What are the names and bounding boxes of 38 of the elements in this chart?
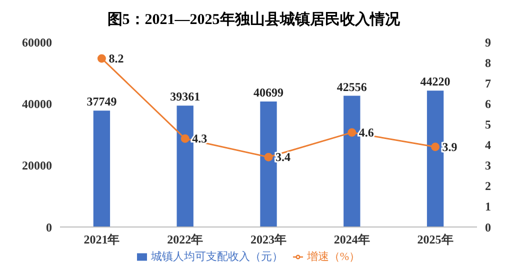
point bbox=[264, 152, 273, 162]
bar bbox=[426, 90, 444, 227]
bar bbox=[260, 102, 277, 227]
x-tick-label: 2023年 bbox=[250, 232, 286, 247]
y2-tick-label: 1 bbox=[485, 200, 491, 214]
y-tick-label: 0 bbox=[46, 220, 52, 234]
x-tick-label: 2022年 bbox=[167, 232, 204, 247]
x-tick-label: 2024年 bbox=[334, 232, 370, 247]
data-label: 44220 bbox=[420, 74, 450, 89]
data-label: 8.2 bbox=[108, 51, 124, 66]
data-label: 39361 bbox=[170, 90, 200, 104]
y-tick-label: 20000 bbox=[22, 158, 52, 173]
y2-tick-label: 0 bbox=[485, 220, 491, 234]
point bbox=[431, 142, 440, 152]
data-label: 42556 bbox=[336, 80, 367, 94]
y2-tick-label: 2 bbox=[485, 179, 491, 194]
y-tick-label: 40000 bbox=[22, 96, 52, 111]
y2-tick-label: 9 bbox=[485, 35, 491, 50]
y2-tick-label: 6 bbox=[485, 96, 491, 111]
bar bbox=[93, 110, 110, 227]
y2-tick-label: 5 bbox=[485, 117, 491, 132]
x-tick-label: 2021年 bbox=[84, 232, 120, 247]
point bbox=[348, 128, 356, 137]
bar bbox=[176, 106, 194, 227]
data-label: 37749 bbox=[86, 94, 117, 109]
legend-label: 城镇人均可支配收入（元） bbox=[150, 251, 283, 263]
data-label: 40699 bbox=[254, 86, 284, 100]
point bbox=[97, 54, 106, 63]
y2-tick-label: 3 bbox=[485, 158, 491, 173]
y-tick-label: 60000 bbox=[22, 35, 52, 50]
point bbox=[180, 134, 190, 143]
legend-label: 增速（%） bbox=[306, 251, 360, 263]
x-tick-label: 2025年 bbox=[417, 232, 454, 247]
chart-title: 图5：2021—2025年独山县城镇居民收入情况 bbox=[106, 10, 401, 30]
y2-tick-label: 8 bbox=[485, 56, 491, 70]
bar bbox=[344, 96, 360, 227]
y2-tick-label: 4 bbox=[485, 138, 491, 152]
y2-tick-label: 7 bbox=[485, 76, 491, 90]
